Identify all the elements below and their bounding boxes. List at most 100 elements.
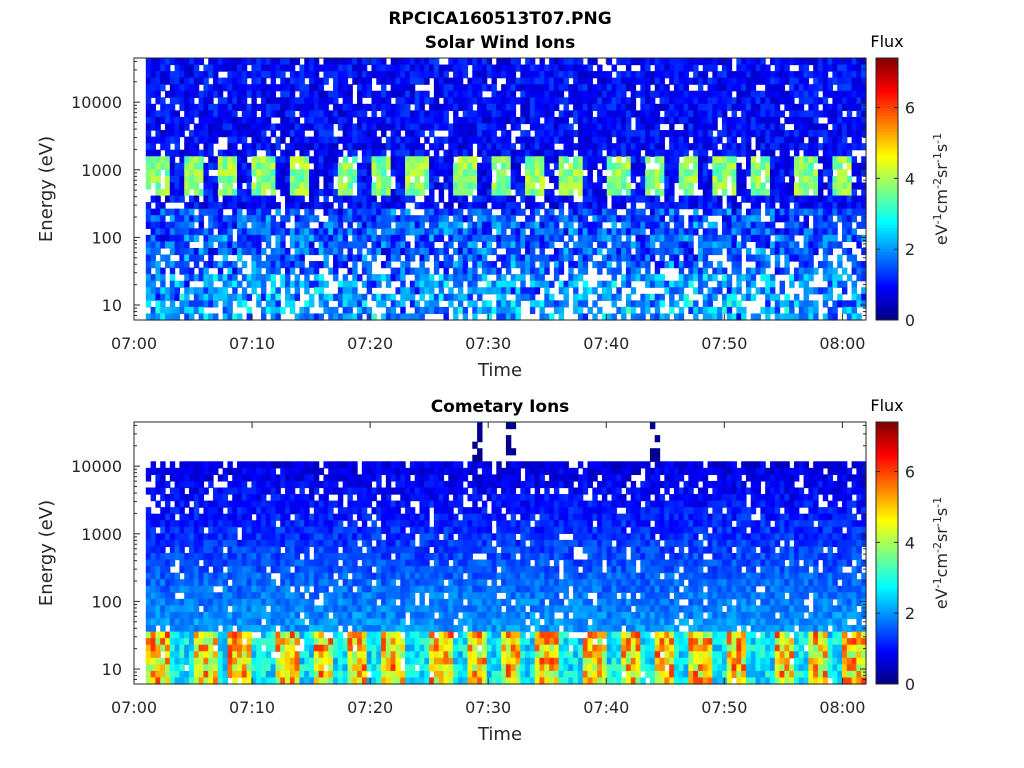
heatmap-cell: [467, 136, 473, 144]
heatmap-cell: [328, 169, 334, 177]
heatmap-cell: [741, 228, 747, 236]
heatmap-cell: [721, 189, 728, 197]
heatmap-cell: [808, 300, 814, 308]
heatmap-cell: [429, 123, 435, 131]
heatmap-cell: [189, 97, 195, 105]
heatmap-cell: [712, 313, 718, 321]
heatmap-cell: [664, 97, 670, 105]
heatmap-cell: [726, 221, 733, 229]
heatmap-cell: [376, 123, 382, 131]
heatmap-cell: [515, 149, 521, 157]
heatmap-cell: [563, 123, 569, 131]
heatmap-cell: [347, 300, 353, 308]
heatmap-cell: [688, 195, 694, 203]
heatmap-cell: [457, 306, 464, 315]
heatmap-cell: [462, 103, 469, 111]
heatmap-cell: [664, 169, 670, 177]
heatmap-cell: [736, 267, 742, 275]
heatmap-cell: [361, 293, 368, 301]
heatmap-cell: [611, 90, 617, 98]
heatmap-cell: [861, 143, 867, 151]
heatmap-cell: [491, 156, 497, 164]
heatmap-cell: [328, 110, 334, 118]
heatmap-cell: [505, 247, 512, 256]
heatmap-cell: [318, 287, 325, 295]
heatmap-cell: [246, 274, 253, 282]
heatmap-cell: [798, 313, 805, 321]
heatmap-cell: [405, 247, 411, 256]
heatmap-cell: [217, 274, 224, 282]
heatmap-cell: [803, 208, 809, 216]
heatmap-cell: [270, 221, 277, 229]
heatmap-cell: [477, 293, 483, 301]
heatmap-cell: [472, 306, 478, 315]
heatmap-cell: [635, 195, 641, 203]
heatmap-cell: [659, 103, 665, 111]
heatmap-cell: [385, 280, 392, 288]
heatmap-cell: [424, 202, 430, 210]
heatmap-cell: [664, 280, 670, 288]
heatmap-cell: [616, 77, 622, 85]
heatmap-cell: [841, 84, 848, 92]
heatmap-cell: [606, 228, 613, 236]
heatmap-cell: [654, 71, 661, 79]
heatmap-cell: [145, 241, 152, 249]
heatmap-cell: [342, 182, 349, 190]
heatmap-cell: [467, 90, 473, 98]
heatmap-cell: [832, 143, 838, 151]
heatmap-cell: [813, 306, 819, 315]
heatmap-cell: [669, 189, 675, 197]
heatmap-cell: [669, 77, 675, 85]
heatmap-cell: [587, 247, 593, 256]
heatmap-cell: [515, 97, 521, 105]
heatmap-cell: [645, 156, 651, 164]
heatmap-cell: [169, 116, 176, 125]
heatmap-cell: [630, 274, 637, 282]
heatmap-cell: [760, 110, 766, 118]
heatmap-cell: [688, 143, 694, 151]
heatmap-cell: [405, 149, 411, 157]
heatmap-cell: [645, 293, 651, 301]
heatmap-cell: [765, 110, 771, 118]
heatmap-cell: [693, 130, 699, 138]
heatmap-cell: [477, 90, 483, 98]
heatmap-cell: [309, 103, 315, 111]
heatmap-cell: [357, 300, 363, 308]
heatmap-cell: [707, 156, 713, 164]
heatmap-cell: [649, 247, 656, 256]
heatmap-cell: [721, 64, 728, 72]
heatmap-cell: [721, 306, 728, 315]
heatmap-cell: [414, 71, 421, 79]
heatmap-cell: [683, 84, 689, 92]
heatmap-cell: [525, 182, 531, 190]
heatmap-cell: [827, 156, 833, 164]
heatmap-cell: [856, 84, 862, 92]
heatmap-cell: [707, 116, 713, 125]
heatmap-cell: [496, 202, 502, 210]
heatmap-cell: [721, 274, 728, 282]
heatmap-cell: [789, 241, 795, 249]
heatmap-cell: [198, 228, 205, 236]
heatmap-cell: [592, 143, 598, 151]
heatmap-cell: [457, 274, 464, 282]
heatmap-cell: [611, 143, 617, 151]
heatmap-cell: [472, 71, 478, 79]
heatmap-cell: [611, 162, 617, 170]
heatmap-cell: [683, 195, 689, 203]
heatmap-cell: [150, 64, 157, 72]
heatmap-cell: [309, 156, 315, 164]
heatmap-cell: [481, 202, 488, 210]
heatmap-cell: [232, 175, 238, 184]
heatmap-cell: [539, 156, 545, 164]
heatmap-cell: [280, 64, 286, 72]
heatmap-cell: [774, 182, 781, 190]
heatmap-cell: [664, 58, 670, 66]
heatmap-cell: [678, 77, 685, 85]
heatmap-cell: [760, 254, 766, 262]
heatmap-cell: [323, 123, 329, 131]
heatmap-cell: [827, 103, 833, 111]
heatmap-cell: [549, 169, 555, 177]
heatmap-cell: [251, 71, 257, 79]
heatmap-cell: [717, 280, 723, 288]
heatmap-cell: [400, 221, 406, 229]
